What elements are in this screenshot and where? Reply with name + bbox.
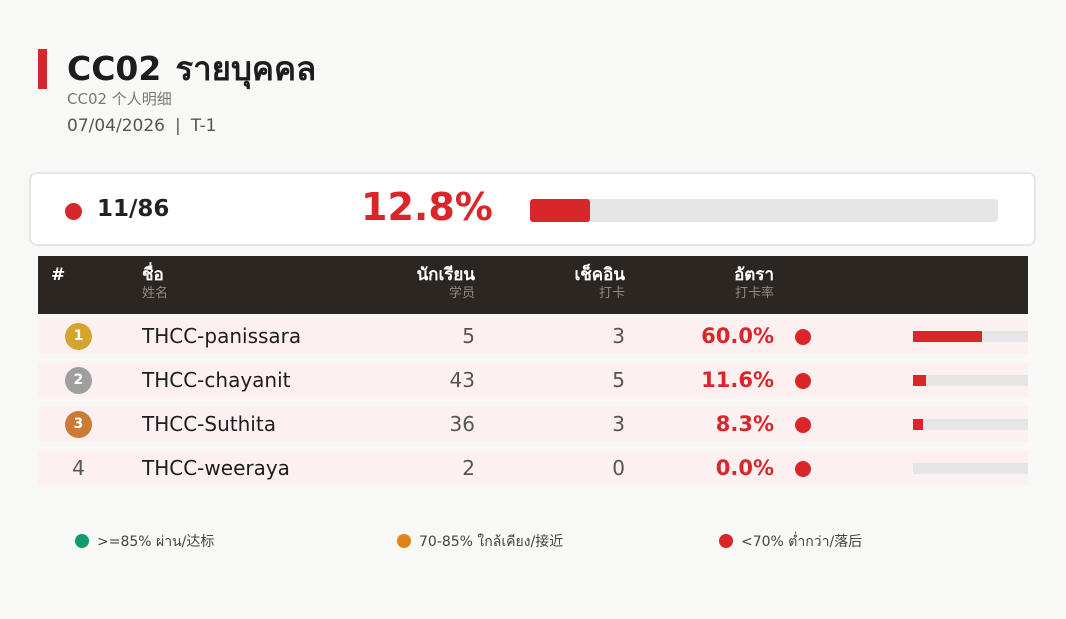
legend-pass: >=85% ผ่าน/达标 bbox=[75, 531, 214, 553]
col-name: ชื่อ 姓名 bbox=[142, 265, 169, 301]
row-rate-bar bbox=[913, 375, 1028, 386]
col-rate: อัตรา 打卡率 bbox=[734, 265, 774, 301]
table-row: 1 THCC-panissara 5 3 60.0% bbox=[38, 318, 1028, 354]
summary-count: 11/86 bbox=[97, 196, 170, 222]
row-status-dot bbox=[795, 417, 811, 433]
legend-below-label: <70% ต่ำกว่า/落后 bbox=[741, 534, 863, 550]
silver-medal-badge: 2 bbox=[65, 367, 92, 394]
row-checkin: 0 bbox=[612, 456, 625, 480]
row-rate-bar-fill bbox=[913, 375, 927, 386]
gold-medal-badge: 1 bbox=[65, 323, 92, 350]
page-title-code: CC02 bbox=[67, 49, 162, 88]
row-students: 43 bbox=[449, 368, 475, 392]
legend-below: <70% ต่ำกว่า/落后 bbox=[719, 531, 862, 553]
report-date: 07/04/2026 bbox=[67, 116, 165, 136]
table-row: 2 THCC-chayanit 43 5 11.6% bbox=[38, 362, 1028, 398]
bronze-medal-badge: 3 bbox=[65, 411, 92, 438]
legend-green-dot-icon bbox=[75, 534, 89, 548]
title-accent-bar bbox=[38, 49, 47, 89]
row-checkin: 3 bbox=[612, 412, 625, 436]
legend-red-dot-icon bbox=[719, 534, 733, 548]
row-students: 36 bbox=[449, 412, 475, 436]
page-title-text: รายบุคคล bbox=[175, 49, 317, 88]
ranking-table: # ชื่อ 姓名 นักเรียน 学员 เช็คอิน 打卡 อัตรา 打卡率 1… bbox=[38, 256, 1028, 486]
row-name: THCC-panissara bbox=[142, 324, 302, 348]
row-rate-bar-fill bbox=[913, 331, 982, 342]
legend-orange-dot-icon bbox=[397, 534, 411, 548]
table-row: 3 THCC-Suthita 36 3 8.3% bbox=[38, 406, 1028, 442]
summary-progress-fill bbox=[530, 199, 590, 222]
row-rate: 11.6% bbox=[701, 368, 774, 392]
row-status-dot bbox=[795, 329, 811, 345]
table-row: 4 THCC-weeraya 2 0 0.0% bbox=[38, 450, 1028, 486]
col-rank: # bbox=[51, 265, 66, 285]
row-rate: 60.0% bbox=[701, 324, 774, 348]
row-rate: 0.0% bbox=[715, 456, 774, 480]
row-name: THCC-Suthita bbox=[142, 412, 276, 436]
page-title: CC02 รายบุคคล bbox=[67, 42, 316, 95]
legend-pass-label: >=85% ผ่าน/达标 bbox=[97, 534, 215, 550]
row-checkin: 5 bbox=[612, 368, 625, 392]
meta-separator: | bbox=[174, 116, 181, 136]
row-students: 2 bbox=[462, 456, 475, 480]
row-rate-bar bbox=[913, 419, 1028, 430]
col-checkin: เช็คอิน 打卡 bbox=[574, 265, 625, 301]
row-status-dot bbox=[795, 461, 811, 477]
row-rate-bar bbox=[913, 331, 1028, 342]
row-rank: 4 bbox=[72, 456, 85, 480]
row-students: 5 bbox=[462, 324, 475, 348]
row-name: THCC-weeraya bbox=[142, 456, 290, 480]
summary-percent: 12.8% bbox=[361, 185, 493, 229]
summary-progress-bar bbox=[530, 199, 998, 222]
col-students: นักเรียน 学员 bbox=[416, 265, 475, 301]
row-name: THCC-chayanit bbox=[142, 368, 291, 392]
summary-status-dot bbox=[65, 203, 82, 220]
table-header: # ชื่อ 姓名 นักเรียน 学员 เช็คอิน 打卡 อัตรา 打卡率 bbox=[38, 256, 1028, 314]
legend-near: 70-85% ใกล้เคียง/接近 bbox=[397, 531, 563, 553]
row-status-dot bbox=[795, 373, 811, 389]
legend-near-label: 70-85% ใกล้เคียง/接近 bbox=[419, 534, 564, 550]
row-rate-bar bbox=[913, 463, 1028, 474]
row-rate-bar-fill bbox=[913, 419, 923, 430]
row-rate: 8.3% bbox=[715, 412, 774, 436]
report-period: T-1 bbox=[190, 116, 217, 136]
page-subtitle: CC02 个人明细 bbox=[67, 90, 172, 108]
summary-card: 11/86 12.8% bbox=[29, 172, 1036, 246]
row-checkin: 3 bbox=[612, 324, 625, 348]
report-meta: 07/04/2026 | T-1 bbox=[67, 116, 217, 136]
